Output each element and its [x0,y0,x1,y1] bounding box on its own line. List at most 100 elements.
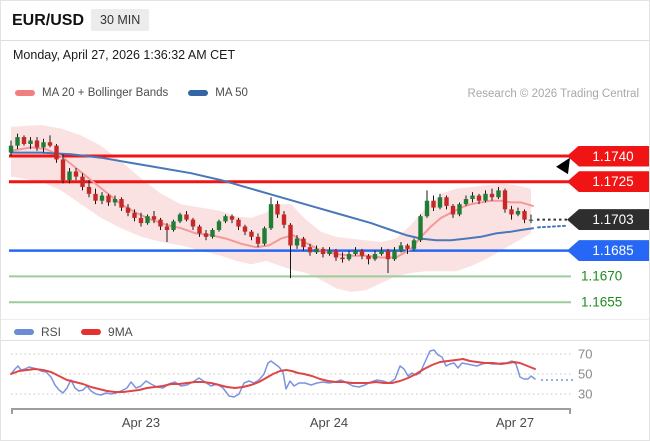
candle-body [132,212,137,218]
candle-body [262,228,267,244]
candle-body [522,211,527,220]
candle-body [242,226,248,232]
candle-body [366,255,371,260]
candle-body [314,248,319,253]
candle-body [125,207,131,213]
rsi-swatch-icon [14,329,34,335]
candle-body [93,193,98,201]
bullish-arrow-head-icon [556,157,570,175]
candle-body [528,219,534,221]
candle-body [424,200,430,217]
candle-body [398,245,404,251]
rsi-label: RSI [41,325,62,339]
candle-body [489,193,495,198]
candle-body [450,205,456,215]
candle-body [483,193,488,201]
candle-body [333,250,339,258]
candle-body [86,186,92,194]
candle-body [437,197,443,208]
chart-datetime: Monday, April 27, 2026 1:36:32 AM CET [13,48,236,62]
time-axis [11,408,571,414]
support-label-1.1655: 1.1655 [581,294,623,310]
candle-body [184,214,189,220]
candle-body [28,140,33,144]
rsi-legend: RSI 9MA [14,325,145,339]
candle-body [288,224,293,246]
candle-body [216,221,222,230]
candle-body [60,159,66,181]
support-label-1.1670: 1.1670 [581,268,623,284]
candle-body [210,229,215,237]
rsi-scale-30: 30 [578,386,593,402]
candle-body [444,197,449,206]
candle-body [145,216,150,224]
candle-body [372,254,378,260]
legend-item-rsi[interactable]: RSI [14,325,61,339]
candle-body [164,226,170,230]
candle-body [80,176,85,187]
candle-body [502,190,508,210]
main-chart-legend: MA 20 + Bollinger Bands MA 50 [15,87,260,99]
ma50-dotted-extension [537,224,568,229]
candle-body [457,204,462,215]
candle-body [21,137,27,144]
timeframe-badge[interactable]: 30 MIN [91,9,150,31]
candle-body [223,216,228,222]
candle-body [353,250,358,255]
candle-body [106,195,111,203]
attribution-text: Research © 2026 Trading Central [467,88,639,100]
candle-body [359,250,365,256]
candle-body [307,247,313,253]
ma50-label: MA 50 [215,87,248,99]
candle-body [470,195,475,199]
candle-body [385,250,391,260]
candle-body [112,199,118,203]
rsi-scale-50: 50 [578,366,593,382]
price-tag-1.1703: 1.1703 [567,209,649,231]
candle-body [411,240,417,249]
candle-body [301,238,306,248]
candle-body [379,250,384,255]
x-axis-label-apr-23: Apr 23 [121,415,161,430]
candle-body [268,204,274,229]
candle-body [476,195,482,201]
candle-body [392,250,397,260]
candle-body [54,145,59,160]
candle-body [327,250,332,255]
candle-body [496,190,501,198]
legend-item-9ma[interactable]: 9MA [81,325,133,339]
candle-body [8,145,14,153]
legend-item-ma50[interactable]: MA 50 [188,87,248,99]
rsi-series-9ma [10,358,536,393]
nine-ma-label: 9MA [108,325,133,339]
ma20-bollinger-label: MA 20 + Bollinger Bands [42,87,169,99]
candle-body [418,216,423,241]
candle-body [171,221,176,230]
symbol-title: EUR/USD [12,12,85,29]
candle-body [229,216,235,220]
candle-body [47,142,53,146]
candle-body [320,248,326,255]
candle-body [158,219,163,227]
candle-body [236,219,241,227]
ma50-line [10,151,534,242]
candle-body [190,219,196,227]
candle-body [151,216,157,220]
price-tag-1.1725: 1.1725 [567,171,649,193]
nine-ma-swatch-icon [81,329,102,335]
candle-body [346,254,352,260]
ma50-swatch-icon [188,90,209,96]
rsi-legend-separator [1,340,649,341]
rsi-scale-70: 70 [578,346,593,362]
candle-body [294,238,300,246]
candle-body [515,211,521,215]
price-tag-1.1740: 1.1740 [567,145,649,167]
candle-body [340,257,345,260]
candle-body [67,171,72,181]
price-tag-1.1685: 1.1685 [567,240,649,262]
legend-item-ma20-bollinger[interactable]: MA 20 + Bollinger Bands [15,87,168,99]
candle-body [197,226,202,234]
candle-body [431,200,436,208]
